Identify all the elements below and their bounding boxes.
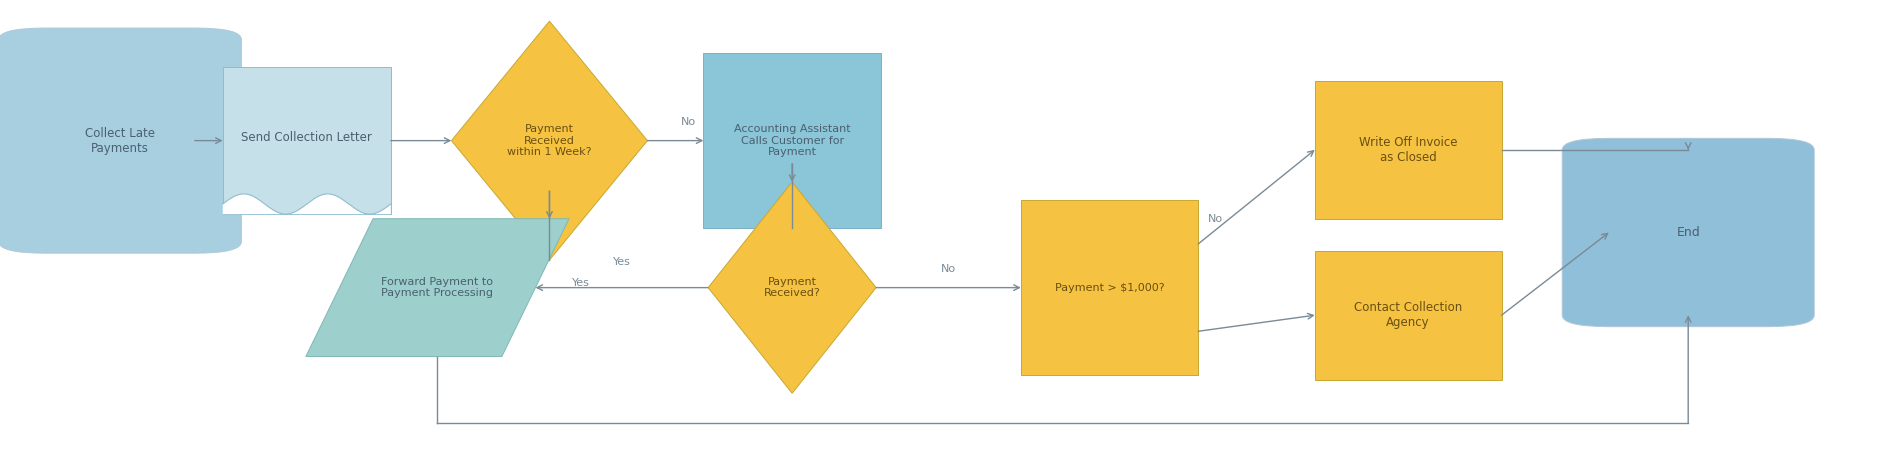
FancyBboxPatch shape <box>1315 251 1502 379</box>
FancyBboxPatch shape <box>0 28 242 253</box>
Text: Payment
Received?: Payment Received? <box>764 277 821 299</box>
Text: Send Collection Letter: Send Collection Letter <box>242 131 372 144</box>
Polygon shape <box>306 219 570 357</box>
Text: Forward Payment to
Payment Processing: Forward Payment to Payment Processing <box>381 277 493 299</box>
Text: No: No <box>681 117 696 127</box>
Text: Payment > $1,000?: Payment > $1,000? <box>1055 283 1164 292</box>
Text: Yes: Yes <box>572 278 591 288</box>
FancyBboxPatch shape <box>1562 138 1813 327</box>
Polygon shape <box>708 182 876 393</box>
Text: Write Off Invoice
as Closed: Write Off Invoice as Closed <box>1359 136 1457 164</box>
FancyBboxPatch shape <box>223 67 391 214</box>
Text: Yes: Yes <box>613 257 630 267</box>
Text: Contact Collection
Agency: Contact Collection Agency <box>1355 301 1462 329</box>
Text: Collect Late
Payments: Collect Late Payments <box>85 126 155 154</box>
FancyBboxPatch shape <box>1021 200 1198 375</box>
Text: Payment
Received
within 1 Week?: Payment Received within 1 Week? <box>508 124 593 157</box>
Polygon shape <box>451 21 647 260</box>
Polygon shape <box>223 194 391 214</box>
FancyBboxPatch shape <box>1315 81 1502 219</box>
FancyBboxPatch shape <box>704 53 881 228</box>
Text: Accounting Assistant
Calls Customer for
Payment: Accounting Assistant Calls Customer for … <box>734 124 851 157</box>
Text: No: No <box>1208 214 1223 224</box>
Text: No: No <box>942 264 957 274</box>
Text: End: End <box>1676 226 1700 239</box>
